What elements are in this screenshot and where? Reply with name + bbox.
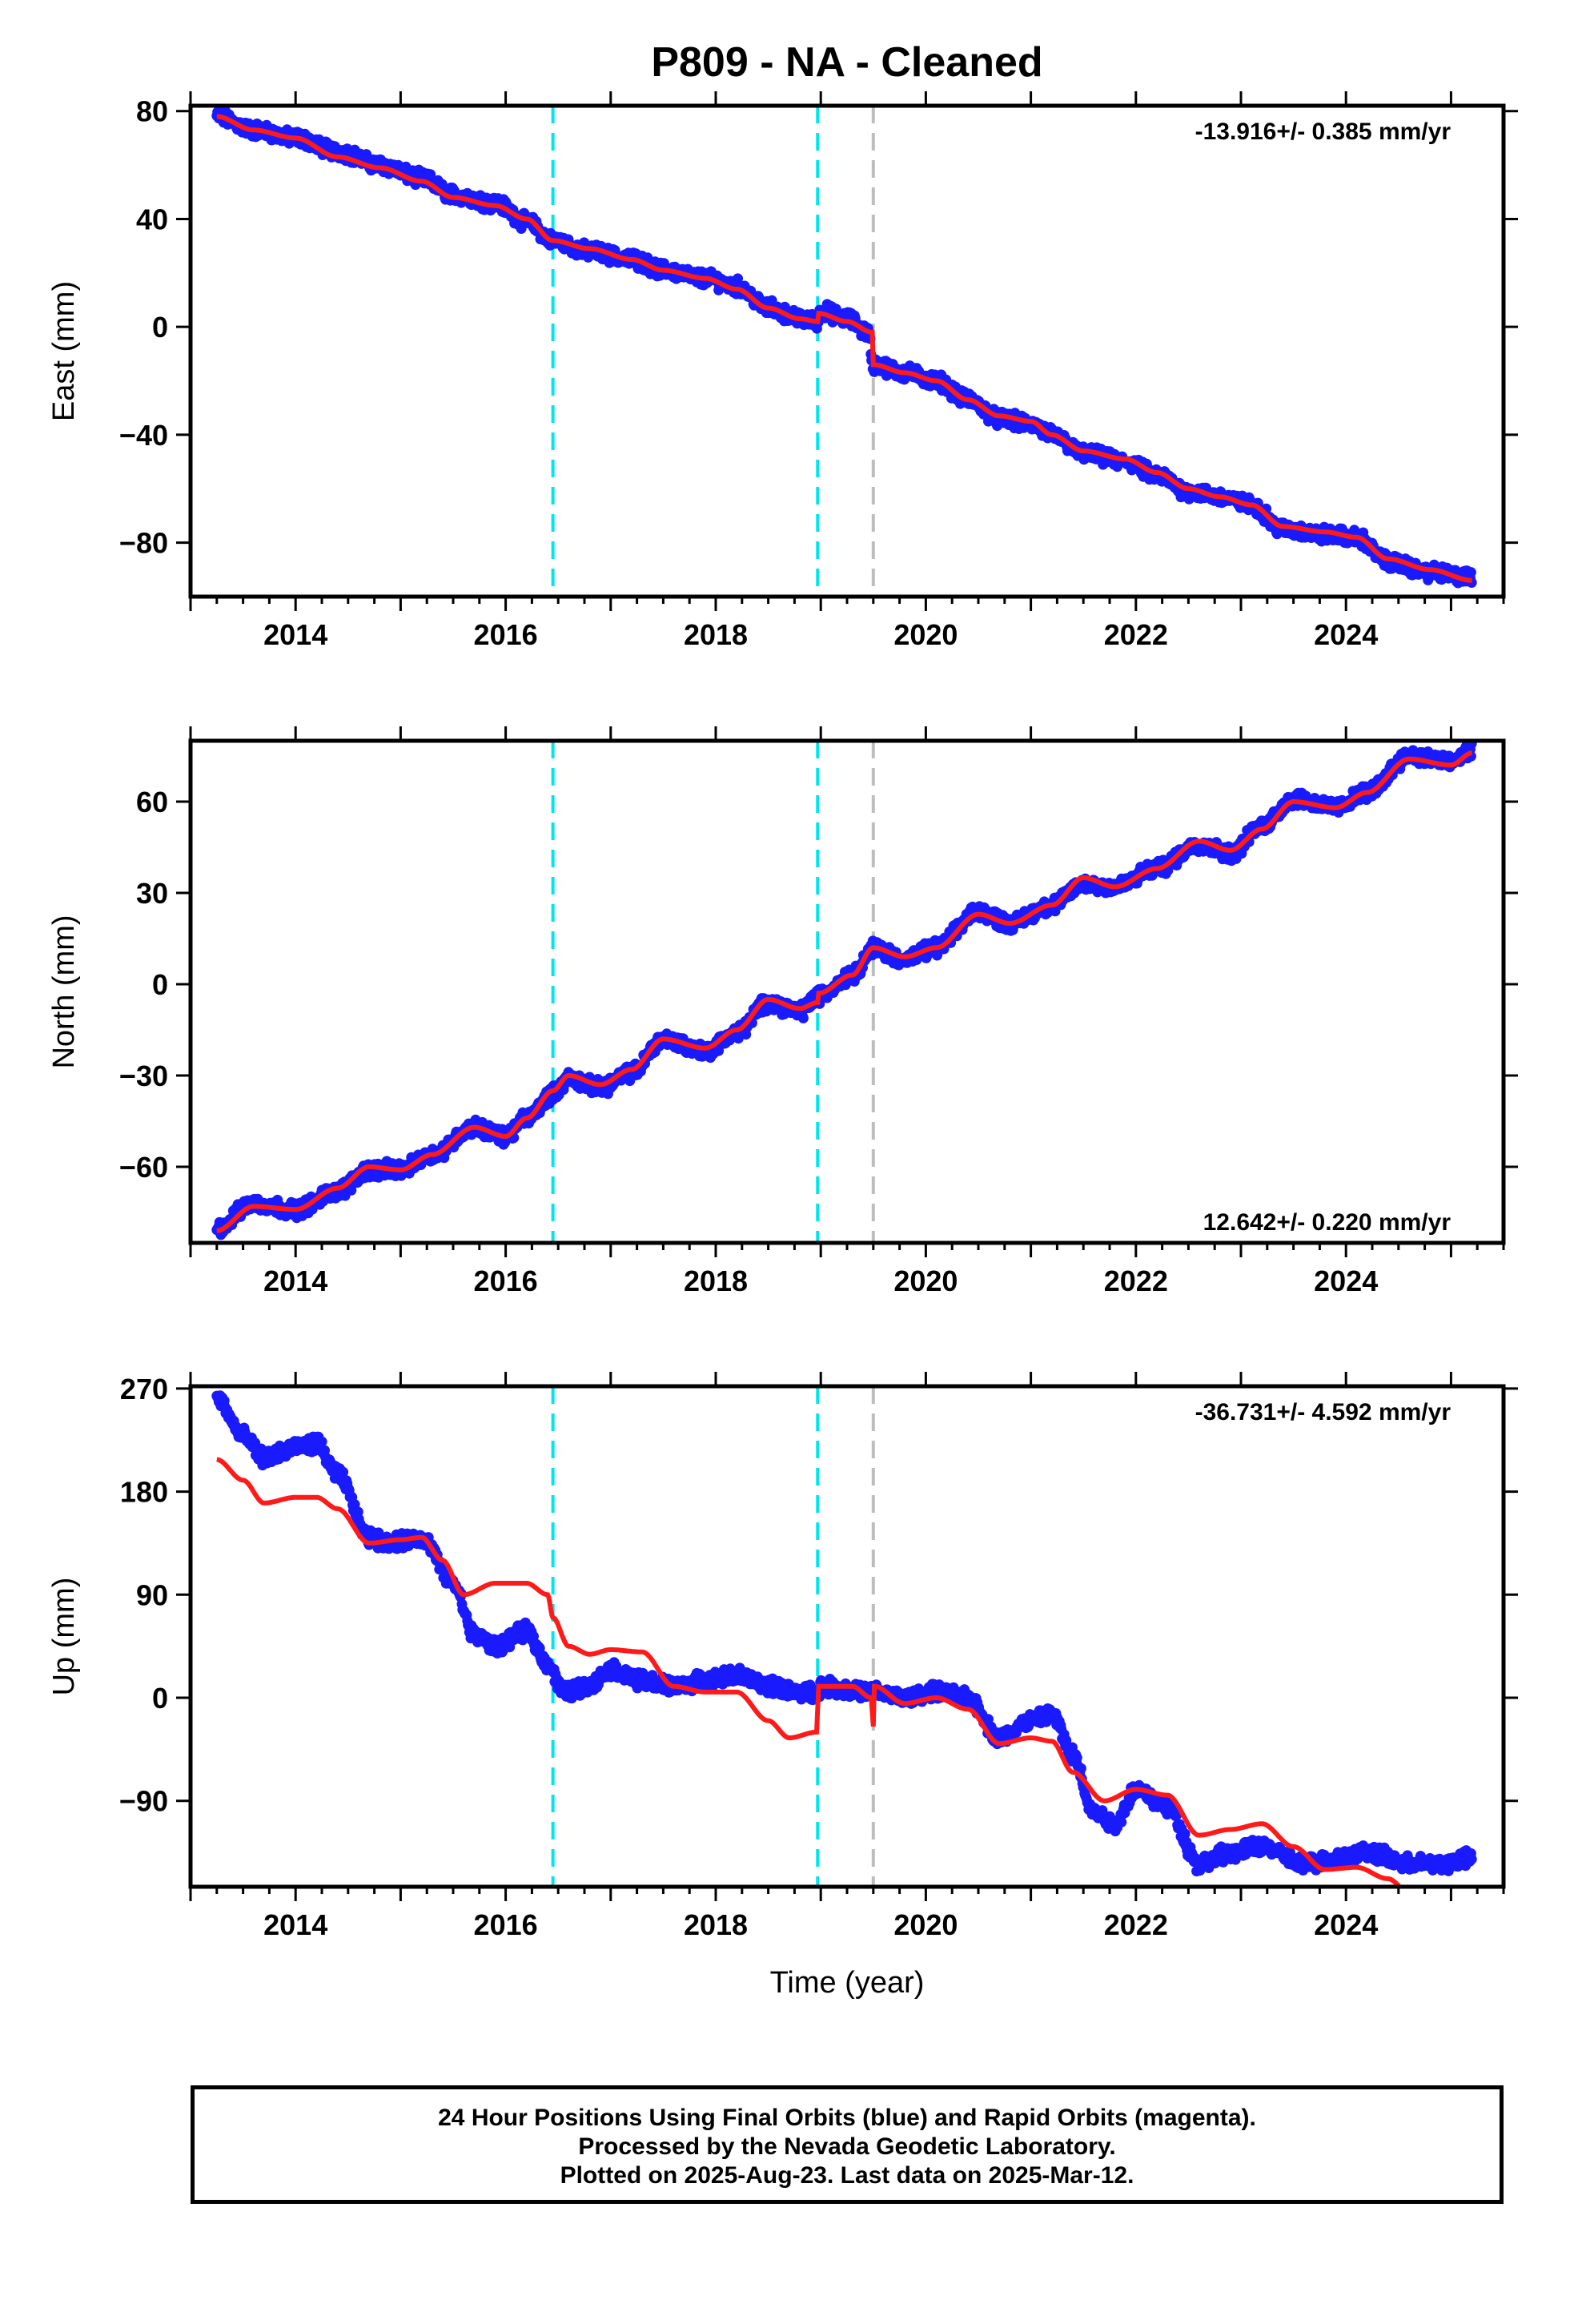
panel-east: 2014 2016 2018 2020 2022 2024 80 40 0 −40 −80 East … xyxy=(47,91,1518,651)
y-axis-label: North (mm) xyxy=(47,915,81,1068)
data-point xyxy=(338,1466,349,1478)
panel-north: 2014 2016 2018 2020 2022 2024 60 30 0 −30 −60 North… xyxy=(47,726,1518,1297)
rate-label: 12.642+/- 0.220 mm/yr xyxy=(1203,1209,1452,1236)
figure-title: P809 - NA - Cleaned xyxy=(651,39,1042,86)
x-tick-label: 2020 xyxy=(893,618,958,651)
data-points xyxy=(211,106,1477,589)
y-tick-label: 0 xyxy=(152,968,168,1001)
data-point xyxy=(733,273,743,284)
x-tick-label: 2014 xyxy=(263,618,327,651)
data-points xyxy=(211,741,1477,1240)
model-line xyxy=(216,750,1472,1233)
x-tick-label: 2022 xyxy=(1104,618,1168,651)
model-line xyxy=(216,114,1472,583)
y-tick-label: 30 xyxy=(136,877,168,910)
x-tick-label: 2022 xyxy=(1104,1265,1168,1297)
y-tick-label: 0 xyxy=(152,311,168,344)
plot-frame xyxy=(188,103,1506,599)
x-tick-label: 2018 xyxy=(684,1265,748,1297)
panels: 2014 2016 2018 2020 2022 2024 80 40 0 −40 −80 East … xyxy=(47,91,1518,1941)
data-point xyxy=(1465,567,1476,578)
data-point xyxy=(316,1436,327,1447)
y-axis-label: East (mm) xyxy=(47,281,81,421)
x-tick-label: 2024 xyxy=(1314,1265,1378,1297)
x-tick-label: 2018 xyxy=(684,618,748,651)
y-tick-label: 80 xyxy=(136,95,168,128)
data-point xyxy=(797,1012,809,1023)
y-tick-label: −80 xyxy=(119,527,168,560)
data-point xyxy=(528,1630,539,1642)
y-tick-label: 40 xyxy=(136,203,168,235)
x-tick-label: 2024 xyxy=(1314,618,1378,651)
y-tick-label: −40 xyxy=(119,419,168,452)
x-tick-label: 2014 xyxy=(263,1265,327,1297)
data-points xyxy=(211,1390,1477,1877)
x-tick-label: 2020 xyxy=(893,1265,958,1297)
rate-label: -13.916+/- 0.385 mm/yr xyxy=(1195,119,1452,145)
data-point xyxy=(425,169,436,180)
y-tick-label: −60 xyxy=(119,1151,168,1184)
x-tick-label: 2016 xyxy=(474,1265,538,1297)
y-tick-label: 60 xyxy=(136,786,168,818)
x-tick-label: 2016 xyxy=(474,618,538,651)
data-point xyxy=(713,1045,725,1056)
y-tick-label: −30 xyxy=(119,1059,168,1092)
